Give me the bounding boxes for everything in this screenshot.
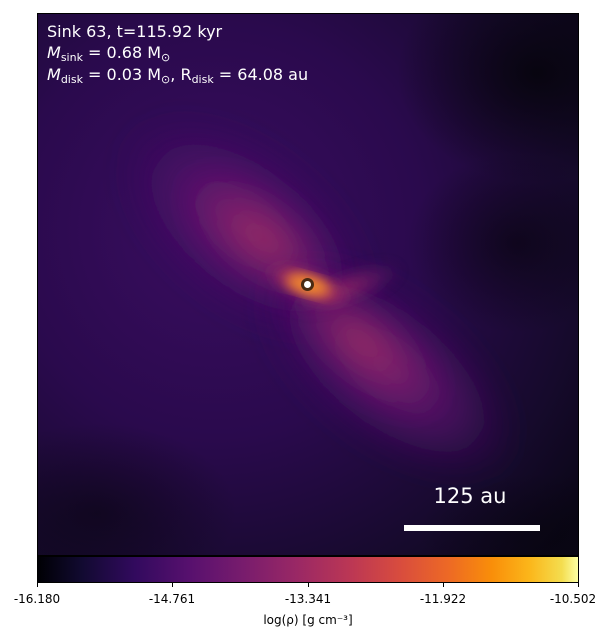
colorbar-tick-mark — [578, 583, 579, 587]
colorbar-tick-mark — [443, 583, 444, 587]
colorbar-tick-label: -16.180 — [13, 592, 61, 606]
disk-mass-symbol: M — [47, 65, 61, 84]
colorbar — [37, 556, 579, 583]
density-map-panel: Sink 63, t=115.92 kyr Msink = 0.68 M⊙ Md… — [37, 13, 579, 556]
disk-radius-value: = 64.08 au — [213, 65, 309, 84]
dark-region-top-right — [397, 13, 579, 183]
sink-mass-subscript: sink — [60, 51, 83, 64]
colorbar-tick-mark — [308, 583, 309, 587]
disk-mass-value: = 0.03 M — [82, 65, 162, 84]
disk-radius-symbol: , R — [170, 65, 192, 84]
scale-bar-label: 125 au — [433, 484, 507, 508]
dark-region-bottom-left — [37, 423, 237, 556]
disk-mass-solar-symbol: ⊙ — [161, 73, 171, 86]
colorbar-tick-label: -10.502 — [549, 592, 597, 606]
scale-bar — [404, 525, 540, 531]
disk-radius-subscript: disk — [191, 73, 214, 86]
disk-properties-line: Mdisk = 0.03 M⊙, Rdisk = 64.08 au — [47, 64, 308, 85]
colorbar-tick-mark — [172, 583, 173, 587]
sink-particle-marker — [301, 278, 314, 291]
density-map — [37, 13, 579, 556]
sink-info-line: Sink 63, t=115.92 kyr — [47, 22, 223, 41]
colorbar-tick-mark — [37, 583, 38, 587]
colorbar-tick-label: -11.922 — [419, 592, 467, 606]
sink-mass-value: = 0.68 M — [82, 43, 162, 62]
sink-mass-symbol: M — [47, 43, 61, 62]
colorbar-tick-label: -13.341 — [284, 592, 332, 606]
sink-mass-line: Msink = 0.68 M⊙ — [47, 42, 170, 63]
sink-mass-solar-symbol: ⊙ — [161, 51, 171, 64]
dark-region-bottom-right — [417, 473, 579, 556]
colorbar-label: log(ρ) [g cm⁻³] — [263, 613, 353, 627]
dark-region-right — [407, 153, 579, 333]
disk-mass-subscript: disk — [60, 73, 83, 86]
colorbar-tick-label: -14.761 — [148, 592, 196, 606]
